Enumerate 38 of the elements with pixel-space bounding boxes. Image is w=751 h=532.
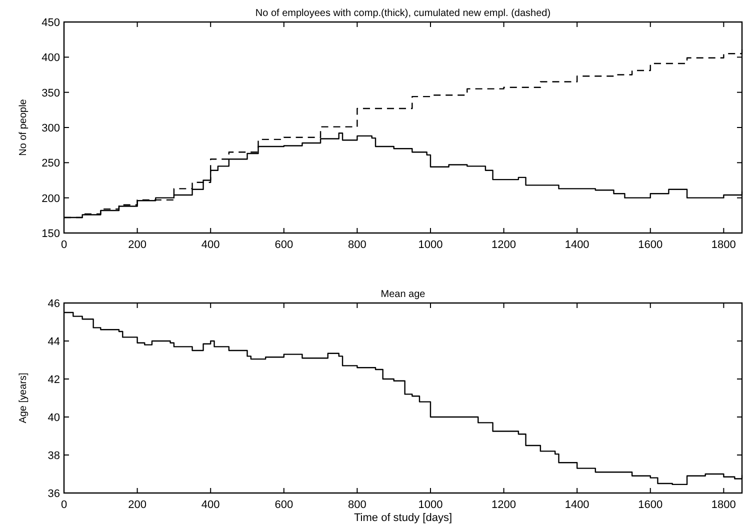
x-tick-label: 1600 [638,499,663,511]
x-tick-label: 1000 [418,239,443,251]
y-tick-label: 36 [48,488,60,500]
x-tick-label: 1400 [564,499,590,511]
y-tick-label: 44 [48,336,60,348]
x-tick-label: 600 [274,239,294,251]
x-tick-label: 1000 [418,499,443,511]
x-tick-label: 800 [348,499,366,511]
x-tick-label: 600 [274,499,294,511]
y-axis-title: Age [years] [18,372,29,424]
x-tick-label: 1200 [492,499,516,511]
x-tick-label: 200 [128,239,146,251]
y-tick-label: 300 [42,122,60,134]
y-tick-label: 38 [48,450,60,462]
x-tick-label: 800 [348,239,366,251]
y-tick-label: 40 [48,412,60,424]
y-axis-title: No of people [18,98,29,156]
x-tick-label: 1400 [564,239,590,251]
y-tick-label: 42 [48,374,60,386]
x-tick-label: 1200 [492,239,516,251]
x-tick-label: 1800 [711,239,736,251]
x-tick-label: 400 [201,499,220,511]
y-tick-label: 400 [42,52,60,64]
y-tick-label: 200 [42,192,60,205]
x-tick-label: 400 [201,239,220,251]
x-tick-label: 1600 [638,239,663,251]
y-tick-label: 150 [42,228,60,240]
chart-title: No of employees with comp.(thick), cumulated new empl. (dashed) [255,8,551,19]
x-tick-label: 0 [60,239,68,251]
y-tick-label: 46 [48,298,60,310]
x-tick-label: 0 [60,499,68,511]
y-tick-label: 350 [42,87,60,100]
x-tick-label: 200 [128,499,146,511]
y-tick-label: 250 [42,158,60,170]
x-tick-label: 1800 [711,499,736,511]
chart-title: Mean age [380,289,426,300]
x-axis-title: Time of study [days] [354,512,452,524]
y-tick-label: 450 [42,17,60,29]
